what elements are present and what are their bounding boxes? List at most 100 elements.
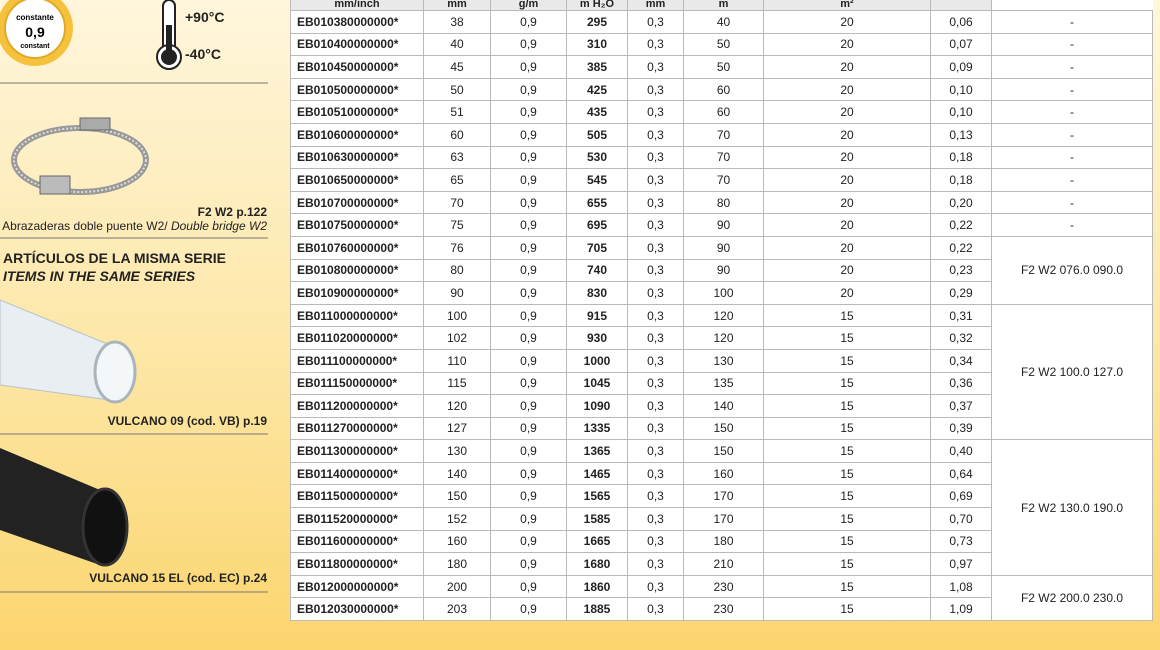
- product-code: EB012000000000*: [290, 574, 424, 599]
- product-code: EB010700000000*: [290, 190, 424, 215]
- table-row: EB010630000000* 63 0,9 530 0,3 70 20 0,18-: [290, 145, 1153, 170]
- product-code: EB010650000000*: [290, 168, 424, 192]
- accessory: F2 W2 200.0 230.0: [991, 574, 1153, 622]
- cell: 0,3: [627, 507, 684, 531]
- cell: 76: [423, 235, 491, 260]
- table-row: EB011500000000* 150 0,9 1565 0,3 170 15 0,69: [290, 484, 1153, 509]
- series-title-en: ITEMS IN THE SAME SERIES: [3, 268, 196, 284]
- cell: 435: [566, 100, 628, 124]
- product-code: EB011150000000*: [290, 371, 424, 396]
- cell: 0,3: [627, 145, 684, 170]
- cell: 0,73: [930, 529, 992, 554]
- cell: 130: [683, 348, 764, 373]
- product-code: EB010400000000*: [290, 32, 424, 57]
- cell: 63: [423, 145, 491, 170]
- unit-cell: m H₂O: [566, 0, 628, 11]
- cell: 0,3: [627, 100, 684, 124]
- cell: 0,9: [490, 507, 567, 531]
- cell: 0,9: [490, 574, 567, 599]
- cell: 0,3: [627, 416, 684, 441]
- series-item: VULCANO 15 EL (cod. EC) p.24: [89, 571, 267, 585]
- product-code: EB011300000000*: [290, 439, 424, 463]
- table-row: EB011400000000* 140 0,9 1465 0,3 160 15 0,64: [290, 461, 1153, 486]
- cell: 1680: [566, 552, 628, 576]
- cell: 120: [683, 303, 764, 328]
- unit-cell: m²: [763, 0, 931, 11]
- cell: 170: [683, 484, 764, 509]
- cell: 0,3: [627, 394, 684, 418]
- cell: 0,3: [627, 258, 684, 283]
- series-item: VULCANO 09 (cod. VB) p.19: [108, 414, 268, 428]
- cell: 50: [683, 32, 764, 57]
- cell: 545: [566, 168, 628, 192]
- cell: 20: [763, 100, 931, 124]
- cell: 102: [423, 326, 491, 350]
- caption-en: Double bridge W2: [171, 219, 267, 233]
- cell: 0,32: [930, 326, 992, 350]
- cell: 0,06: [930, 10, 992, 34]
- cell: 505: [566, 122, 628, 147]
- cell: 20: [763, 213, 931, 237]
- cell: 0,18: [930, 168, 992, 192]
- cell: 203: [423, 597, 491, 622]
- cell: 0,70: [930, 507, 992, 531]
- cell: 15: [763, 416, 931, 441]
- product-code: EB010500000000*: [290, 77, 424, 102]
- table-row: EB012030000000* 203 0,9 1885 0,3 230 15 1,09: [290, 597, 1153, 622]
- cell: 0,18: [930, 145, 992, 170]
- unit-cell: mm/inch: [290, 0, 424, 11]
- product-code: EB010630000000*: [290, 145, 424, 170]
- cell: 1885: [566, 597, 628, 622]
- accessory: -: [991, 190, 1153, 215]
- cell: 0,9: [490, 303, 567, 328]
- cell: 425: [566, 77, 628, 102]
- product-code: EB010450000000*: [290, 55, 424, 79]
- accessory: -: [991, 77, 1153, 102]
- table-row: EB010750000000* 75 0,9 695 0,3 90 20 0,22-: [290, 213, 1153, 237]
- cell: 0,9: [490, 416, 567, 441]
- cell: 0,9: [490, 122, 567, 147]
- cell: 0,9: [490, 439, 567, 463]
- product-code: EB010600000000*: [290, 122, 424, 147]
- cell: 15: [763, 371, 931, 396]
- cell: 80: [423, 258, 491, 283]
- cell: 0,10: [930, 77, 992, 102]
- table-row: EB010400000000* 40 0,9 310 0,3 50 20 0,07-: [290, 32, 1153, 57]
- cell: 0,3: [627, 326, 684, 350]
- accessory: -: [991, 145, 1153, 170]
- clamp-bridge: [79, 117, 111, 131]
- cell: 130: [423, 439, 491, 463]
- cell: 60: [683, 100, 764, 124]
- cell: 0,9: [490, 168, 567, 192]
- product-code: EB011520000000*: [290, 507, 424, 531]
- cell: 65: [423, 168, 491, 192]
- cell: 70: [683, 145, 764, 170]
- cell: 40: [683, 10, 764, 34]
- cell: 20: [763, 168, 931, 192]
- cell: 0,9: [490, 235, 567, 260]
- unit-cell: g/m: [490, 0, 567, 11]
- cell: 0,40: [930, 439, 992, 463]
- cell: 0,3: [627, 10, 684, 34]
- cell: 60: [423, 122, 491, 147]
- table-row: EB010900000000* 90 0,9 830 0,3 100 20 0,29: [290, 281, 1153, 305]
- cell: 0,3: [627, 552, 684, 576]
- table-row: EB010450000000* 45 0,9 385 0,3 50 20 0,09-: [290, 55, 1153, 79]
- cell: 1565: [566, 484, 628, 509]
- hose-white: [0, 299, 137, 404]
- temp-min: -40°C: [185, 46, 221, 62]
- cell: 0,31: [930, 303, 992, 328]
- accessory: F2 W2 100.0 127.0: [991, 303, 1153, 441]
- cell: 0,97: [930, 552, 992, 576]
- product-code: EB011000000000*: [290, 303, 424, 328]
- cell: 152: [423, 507, 491, 531]
- unit-cell: mm: [423, 0, 491, 11]
- cell: 0,9: [490, 213, 567, 237]
- cell: 0,3: [627, 122, 684, 147]
- cell: 60: [683, 77, 764, 102]
- cell: 15: [763, 394, 931, 418]
- table-row: EB010500000000* 50 0,9 425 0,3 60 20 0,10-: [290, 77, 1153, 102]
- cell: 15: [763, 529, 931, 554]
- clamp-bridge: [39, 175, 71, 195]
